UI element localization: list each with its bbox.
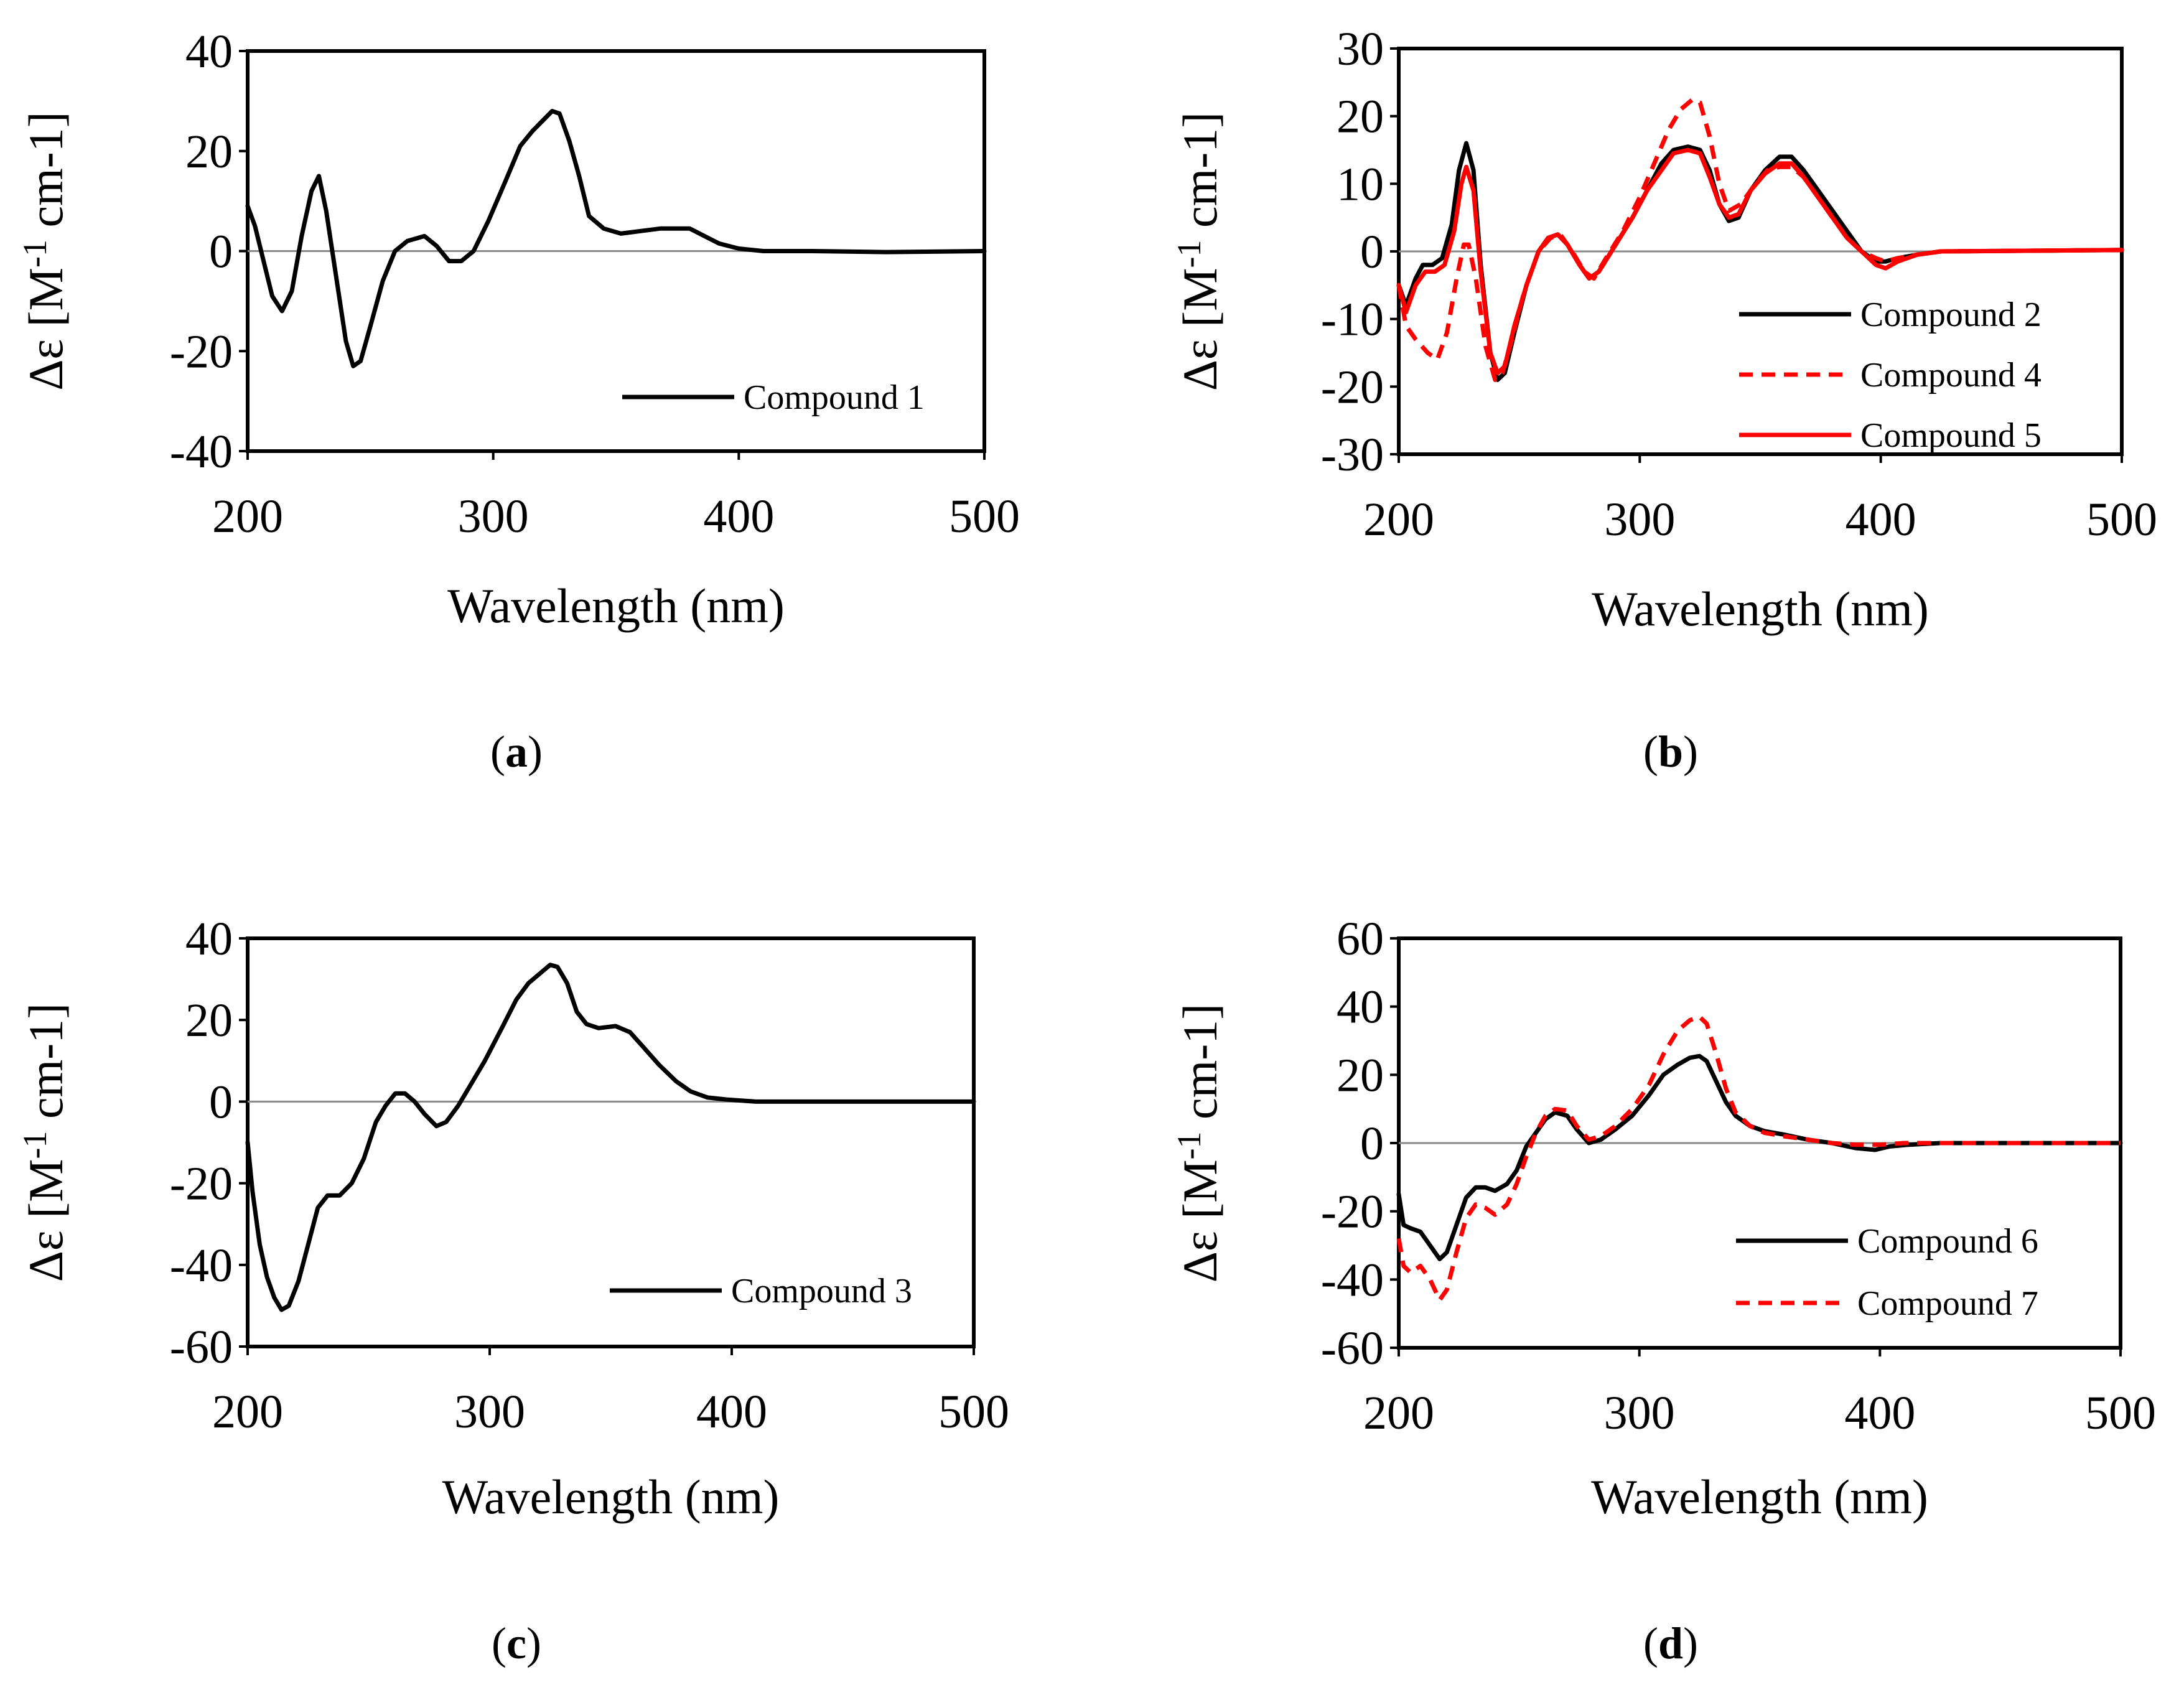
legend-label: Compound 7 xyxy=(1857,1284,2038,1323)
chart-panel-b: -30 -20 -10 0 10 20 30 200 300 400 500 Wavelength (… xyxy=(1170,23,2157,777)
y-tick-label: 40 xyxy=(185,913,233,965)
chart-panel-a: -40 -20 0 20 40 200 300 400 500 Wavelength (nm) Δε… xyxy=(16,26,1020,777)
y-axis-title: Δε [M-1 cm-1] xyxy=(16,111,73,390)
x-tick-label: 400 xyxy=(1846,493,1916,546)
y-tick-label: 10 xyxy=(1337,158,1384,210)
x-tick-label: 400 xyxy=(703,490,774,543)
y-tick-label: 0 xyxy=(1360,1118,1384,1170)
y-tick-label: -20 xyxy=(1321,1186,1384,1238)
x-axis-title: Wavelength (nm) xyxy=(442,1470,780,1524)
y-tick-label: 0 xyxy=(1360,226,1384,278)
x-tick-label: 300 xyxy=(454,1386,525,1438)
x-axis-title: Wavelength (nm) xyxy=(447,579,785,633)
legend-label: Compound 4 xyxy=(1860,356,2042,394)
y-tick-label: -20 xyxy=(170,1158,233,1210)
panel-caption-a: (a) xyxy=(490,727,543,777)
y-tick-label: 30 xyxy=(1337,23,1384,75)
x-tick-label: 200 xyxy=(212,490,283,543)
x-tick-label: 500 xyxy=(2086,493,2157,546)
legend-label: Compound 3 xyxy=(731,1272,912,1310)
y-tick-label: 20 xyxy=(1337,1049,1384,1101)
x-tick-label: 200 xyxy=(1363,1387,1434,1439)
series-line-compound-3 xyxy=(245,963,976,1312)
y-tick-label: -40 xyxy=(1321,1254,1384,1306)
series-line-compound-4 xyxy=(1396,97,2122,382)
y-axis-title: Δε [M-1 cm-1] xyxy=(1170,1004,1227,1282)
y-tick-label: 20 xyxy=(185,994,233,1047)
x-tick-label: 300 xyxy=(458,490,529,543)
x-tick-label: 500 xyxy=(938,1386,1009,1438)
panel-caption-d: (d) xyxy=(1643,1618,1698,1668)
y-tick-label: -60 xyxy=(170,1321,233,1373)
y-tick-label: -40 xyxy=(170,1239,233,1292)
y-tick-label: 60 xyxy=(1337,913,1384,965)
chart-panel-d: -60 -40 -20 0 20 40 60 200 300 400 500 Wavelength (… xyxy=(1170,913,2156,1668)
y-tick-label: 40 xyxy=(1337,981,1384,1034)
y-tick-label: -10 xyxy=(1321,294,1384,346)
y-tick-label: 20 xyxy=(1337,91,1384,143)
series-line-compound-5 xyxy=(1396,147,2124,376)
y-tick-label: 40 xyxy=(185,26,233,78)
y-axis-title: Δε [M-1 cm-1] xyxy=(16,1003,73,1282)
panel-caption-b: (b) xyxy=(1643,727,1698,777)
legend-label: Compound 1 xyxy=(744,378,925,417)
y-tick-label: -20 xyxy=(1321,361,1384,413)
x-tick-label: 500 xyxy=(949,490,1020,543)
panel-caption-c: (c) xyxy=(492,1618,541,1668)
series-line-compound-6 xyxy=(1396,1053,2123,1261)
x-tick-label: 400 xyxy=(696,1386,767,1438)
y-tick-label: -20 xyxy=(170,325,233,378)
x-tick-label: 400 xyxy=(1844,1387,1915,1439)
y-tick-label: -60 xyxy=(1321,1322,1384,1375)
x-tick-label: 300 xyxy=(1604,493,1675,546)
y-tick-label: 20 xyxy=(185,126,233,178)
x-tick-label: 300 xyxy=(1604,1387,1675,1439)
legend-label: Compound 6 xyxy=(1857,1222,2038,1261)
series-line-compound-1 xyxy=(245,109,987,368)
chart-panel-c: -60 -40 -20 0 20 40 200 300 400 500 Wavelength (nm… xyxy=(16,913,1009,1668)
legend-label: Compound 5 xyxy=(1860,416,2042,455)
x-axis-title: Wavelength (nm) xyxy=(1592,582,1929,636)
x-tick-label: 200 xyxy=(1363,493,1434,546)
x-axis-title: Wavelength (nm) xyxy=(1591,1470,1928,1524)
x-tick-label: 200 xyxy=(212,1386,283,1438)
series-line-compound-7 xyxy=(1396,1014,2121,1302)
y-tick-label: 0 xyxy=(209,226,233,278)
y-tick-label: -30 xyxy=(1321,429,1384,481)
x-tick-label: 500 xyxy=(2085,1387,2156,1439)
y-tick-label: -40 xyxy=(170,426,233,478)
y-axis-title: Δε [M-1 cm-1] xyxy=(1170,112,1227,391)
y-tick-label: 0 xyxy=(209,1076,233,1128)
legend-label: Compound 2 xyxy=(1860,296,2042,334)
